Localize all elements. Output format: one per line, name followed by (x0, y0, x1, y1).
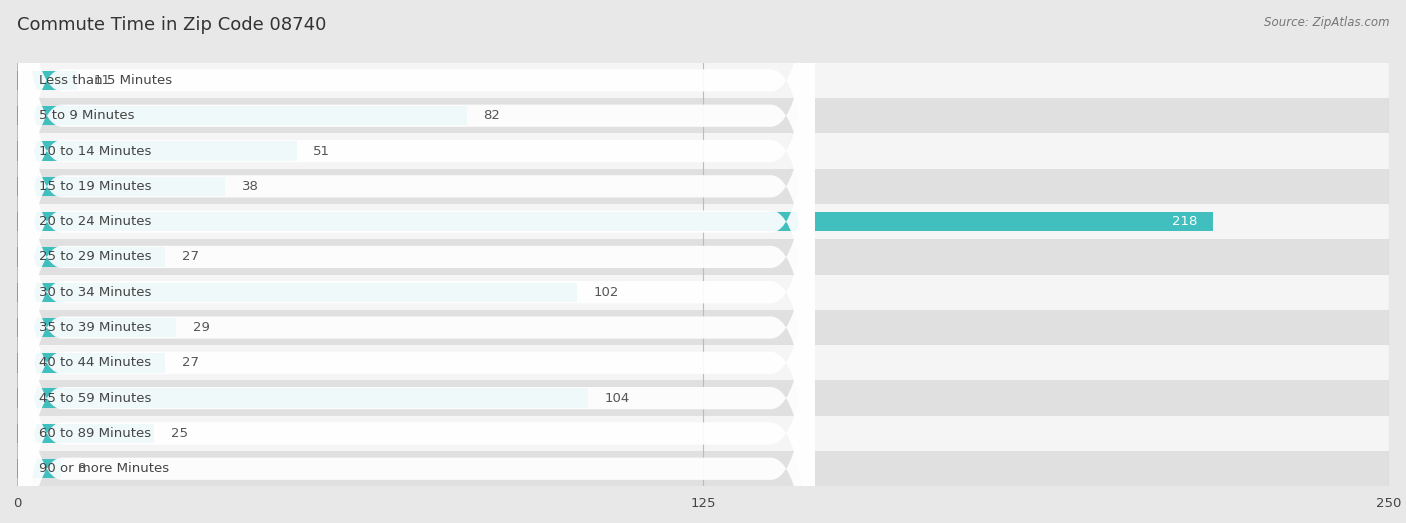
Text: 218: 218 (1171, 215, 1197, 228)
Bar (17, 240, 1389, 275)
Bar (17, 141, 297, 161)
FancyBboxPatch shape (18, 0, 814, 458)
Text: 51: 51 (314, 144, 330, 157)
Bar (17, 133, 1389, 168)
Bar (17, 451, 1389, 486)
Text: 20 to 24 Minutes: 20 to 24 Minutes (39, 215, 152, 228)
Text: Source: ZipAtlas.com: Source: ZipAtlas.com (1264, 16, 1389, 29)
Bar (17, 168, 1389, 204)
FancyBboxPatch shape (18, 0, 814, 351)
Bar (17, 353, 165, 372)
Text: 60 to 89 Minutes: 60 to 89 Minutes (39, 427, 150, 440)
FancyBboxPatch shape (18, 162, 814, 523)
Bar (17, 204, 1389, 240)
Bar (17, 98, 1389, 133)
Text: 45 to 59 Minutes: 45 to 59 Minutes (39, 392, 152, 405)
Bar (17, 416, 1389, 451)
Text: 38: 38 (242, 180, 259, 193)
FancyBboxPatch shape (18, 198, 814, 523)
Text: 11: 11 (94, 74, 111, 87)
Text: 35 to 39 Minutes: 35 to 39 Minutes (39, 321, 152, 334)
Text: 27: 27 (181, 356, 198, 369)
FancyBboxPatch shape (18, 0, 814, 493)
Bar (17, 212, 1213, 231)
FancyBboxPatch shape (18, 0, 814, 523)
FancyBboxPatch shape (18, 127, 814, 523)
Bar (17, 318, 176, 337)
Text: 102: 102 (593, 286, 619, 299)
FancyBboxPatch shape (18, 56, 814, 523)
Text: 104: 104 (605, 392, 630, 405)
Bar (17, 106, 467, 126)
Text: Commute Time in Zip Code 08740: Commute Time in Zip Code 08740 (17, 16, 326, 33)
Bar (17, 177, 225, 196)
FancyBboxPatch shape (18, 21, 814, 523)
Text: 29: 29 (193, 321, 209, 334)
Bar (17, 389, 588, 408)
Text: 25: 25 (170, 427, 187, 440)
Text: 82: 82 (484, 109, 501, 122)
FancyBboxPatch shape (18, 0, 814, 387)
FancyBboxPatch shape (18, 92, 814, 523)
Text: Less than 5 Minutes: Less than 5 Minutes (39, 74, 172, 87)
Text: 30 to 34 Minutes: 30 to 34 Minutes (39, 286, 152, 299)
Text: 8: 8 (77, 462, 86, 475)
Bar (17, 247, 165, 267)
Text: 10 to 14 Minutes: 10 to 14 Minutes (39, 144, 152, 157)
Bar (17, 345, 1389, 381)
FancyBboxPatch shape (18, 0, 814, 422)
Bar (17, 71, 77, 90)
Bar (17, 424, 155, 443)
Text: 15 to 19 Minutes: 15 to 19 Minutes (39, 180, 152, 193)
Bar (17, 381, 1389, 416)
Bar (17, 459, 60, 479)
Text: 5 to 9 Minutes: 5 to 9 Minutes (39, 109, 135, 122)
Bar (17, 275, 1389, 310)
Text: 25 to 29 Minutes: 25 to 29 Minutes (39, 251, 152, 264)
Bar (17, 63, 1389, 98)
Bar (17, 310, 1389, 345)
Text: 40 to 44 Minutes: 40 to 44 Minutes (39, 356, 150, 369)
Bar (17, 282, 576, 302)
Text: 27: 27 (181, 251, 198, 264)
Text: 90 or more Minutes: 90 or more Minutes (39, 462, 169, 475)
